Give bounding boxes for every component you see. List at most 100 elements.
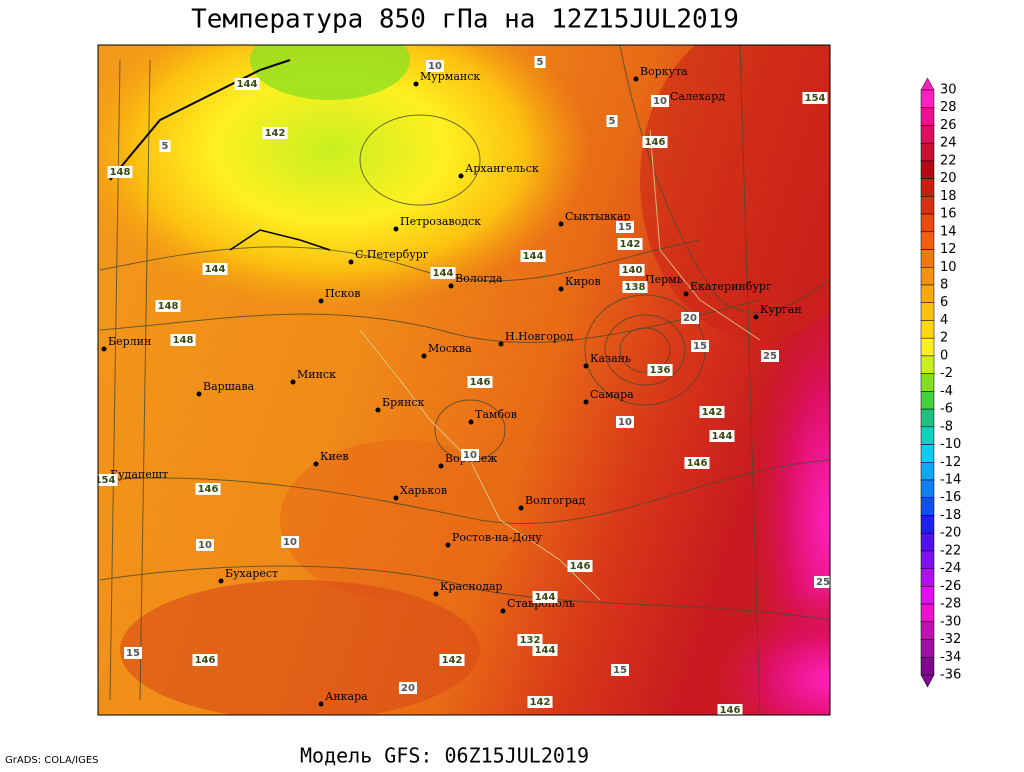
contour-label-box [761, 350, 779, 362]
contour-label: 146 [195, 655, 216, 666]
colorbar-label: -30 [940, 614, 961, 629]
city-label: Псков [325, 287, 360, 300]
city-label: Волгоград [525, 494, 585, 507]
city-label: Петрозаводск [400, 215, 481, 228]
contour-label: 144 [523, 251, 544, 262]
contour-label: 144 [205, 264, 226, 275]
city-label: Ростов-на-Дону [452, 531, 542, 544]
contour-label: 136 [650, 365, 671, 376]
contour-label: 10 [283, 537, 297, 548]
contour-label-box [195, 483, 221, 495]
map: Мурманск Воркута Салехард Архангельск Сыктыв… [95, 45, 830, 715]
contour-label: 5 [609, 116, 616, 127]
colorbar-label: 16 [940, 207, 957, 222]
city-label: Ставрополь [507, 597, 575, 610]
contour-label: 142 [530, 697, 551, 708]
colorbar-label: -4 [940, 384, 953, 399]
contour-label-box [647, 364, 673, 376]
city-dot [448, 283, 454, 289]
contour-label: 146 [198, 484, 219, 495]
city-label: Тамбов [475, 408, 517, 421]
city-dot [683, 291, 689, 297]
colorbar-label: 14 [940, 224, 957, 239]
city-dot [753, 314, 759, 320]
contour-label: 15 [126, 648, 140, 659]
contour-label-box [709, 430, 735, 442]
colorbar-swatch [920, 125, 935, 144]
city-dot [583, 363, 589, 369]
colorbar-swatch [920, 213, 935, 233]
city-dot [433, 591, 439, 597]
contour-label: 148 [173, 335, 194, 346]
contour-label-box [98, 474, 118, 486]
colorbar-swatch [920, 657, 935, 676]
colorbar-swatch [920, 89, 935, 108]
colorbar-label: -36 [940, 668, 961, 683]
colorbar-cap [920, 674, 935, 688]
city-dot [348, 259, 354, 265]
contour-label: 146 [470, 377, 491, 388]
city-dot [413, 81, 419, 87]
contour-label-box [517, 634, 543, 646]
colorbar-label: -8 [940, 419, 953, 434]
city-dot [218, 578, 224, 584]
city-dot [558, 286, 564, 292]
city-label: Краснодар [440, 580, 503, 593]
contour-label-box [651, 95, 669, 107]
contour-label: 146 [687, 458, 708, 469]
colorbar-label: 30 [940, 83, 957, 98]
model-label: Модель GFS: 06Z15JUL2019 [300, 744, 589, 768]
contour-label: 146 [570, 561, 591, 572]
contour-label-box [616, 416, 634, 428]
colorbar-swatch [920, 267, 935, 286]
colorbar-swatch [920, 107, 935, 126]
colorbar-label: -26 [940, 579, 961, 594]
contour-label-box [234, 78, 260, 90]
colorbar-swatch [920, 408, 935, 428]
colorbar-swatch [920, 196, 935, 215]
colorbar-label: 26 [940, 118, 957, 133]
colorbar-label: -34 [940, 650, 961, 665]
colorbar-label: 24 [940, 136, 957, 151]
city-dot [318, 298, 324, 304]
contour-label: 15 [618, 222, 632, 233]
city-dot [421, 353, 427, 359]
colorbar-swatch [920, 621, 935, 640]
colorbar-label: -14 [940, 473, 961, 488]
contour-label: 154 [95, 475, 116, 486]
city-label: Архангельск [465, 162, 539, 175]
contour-label: 15 [613, 665, 627, 676]
contour-label-box [642, 136, 668, 148]
colorbar-label: -32 [940, 632, 961, 647]
colorbar-swatch [920, 603, 935, 623]
city-label: С.Петербург [355, 248, 429, 261]
colorbar-swatch [920, 479, 935, 498]
colorbar-label: -6 [940, 402, 953, 417]
contour-label-box [802, 92, 828, 104]
contour-label: 144 [237, 79, 258, 90]
city-label: Воркута [640, 65, 688, 78]
colorbar-swatch [920, 426, 935, 445]
contour-label: 144 [535, 592, 556, 603]
colorbar-swatch [920, 320, 935, 339]
colorbar-label: 18 [940, 189, 957, 204]
colorbar-label: -2 [940, 366, 953, 381]
colorbar-swatch [920, 302, 935, 321]
colorbar-label: -10 [940, 437, 961, 452]
contour-label: 138 [625, 282, 646, 293]
colorbar-label: -12 [940, 455, 961, 470]
colorbar-swatch [920, 532, 935, 552]
colorbar-swatch [920, 249, 935, 268]
contour-label-box [430, 267, 456, 279]
city-dot [318, 701, 324, 707]
credit: GrADS: COLA/IGES [5, 755, 99, 766]
city-dot [498, 341, 504, 347]
colorbar-swatch [920, 284, 935, 303]
colorbar-swatch [920, 142, 935, 162]
contour-label-box [622, 281, 648, 293]
contour-label: 10 [428, 61, 442, 72]
colorbar-label: -16 [940, 490, 961, 505]
contour-label: 10 [198, 540, 212, 551]
city-label: Сыктывкар [565, 210, 631, 223]
colorbar-label: -22 [940, 543, 961, 558]
